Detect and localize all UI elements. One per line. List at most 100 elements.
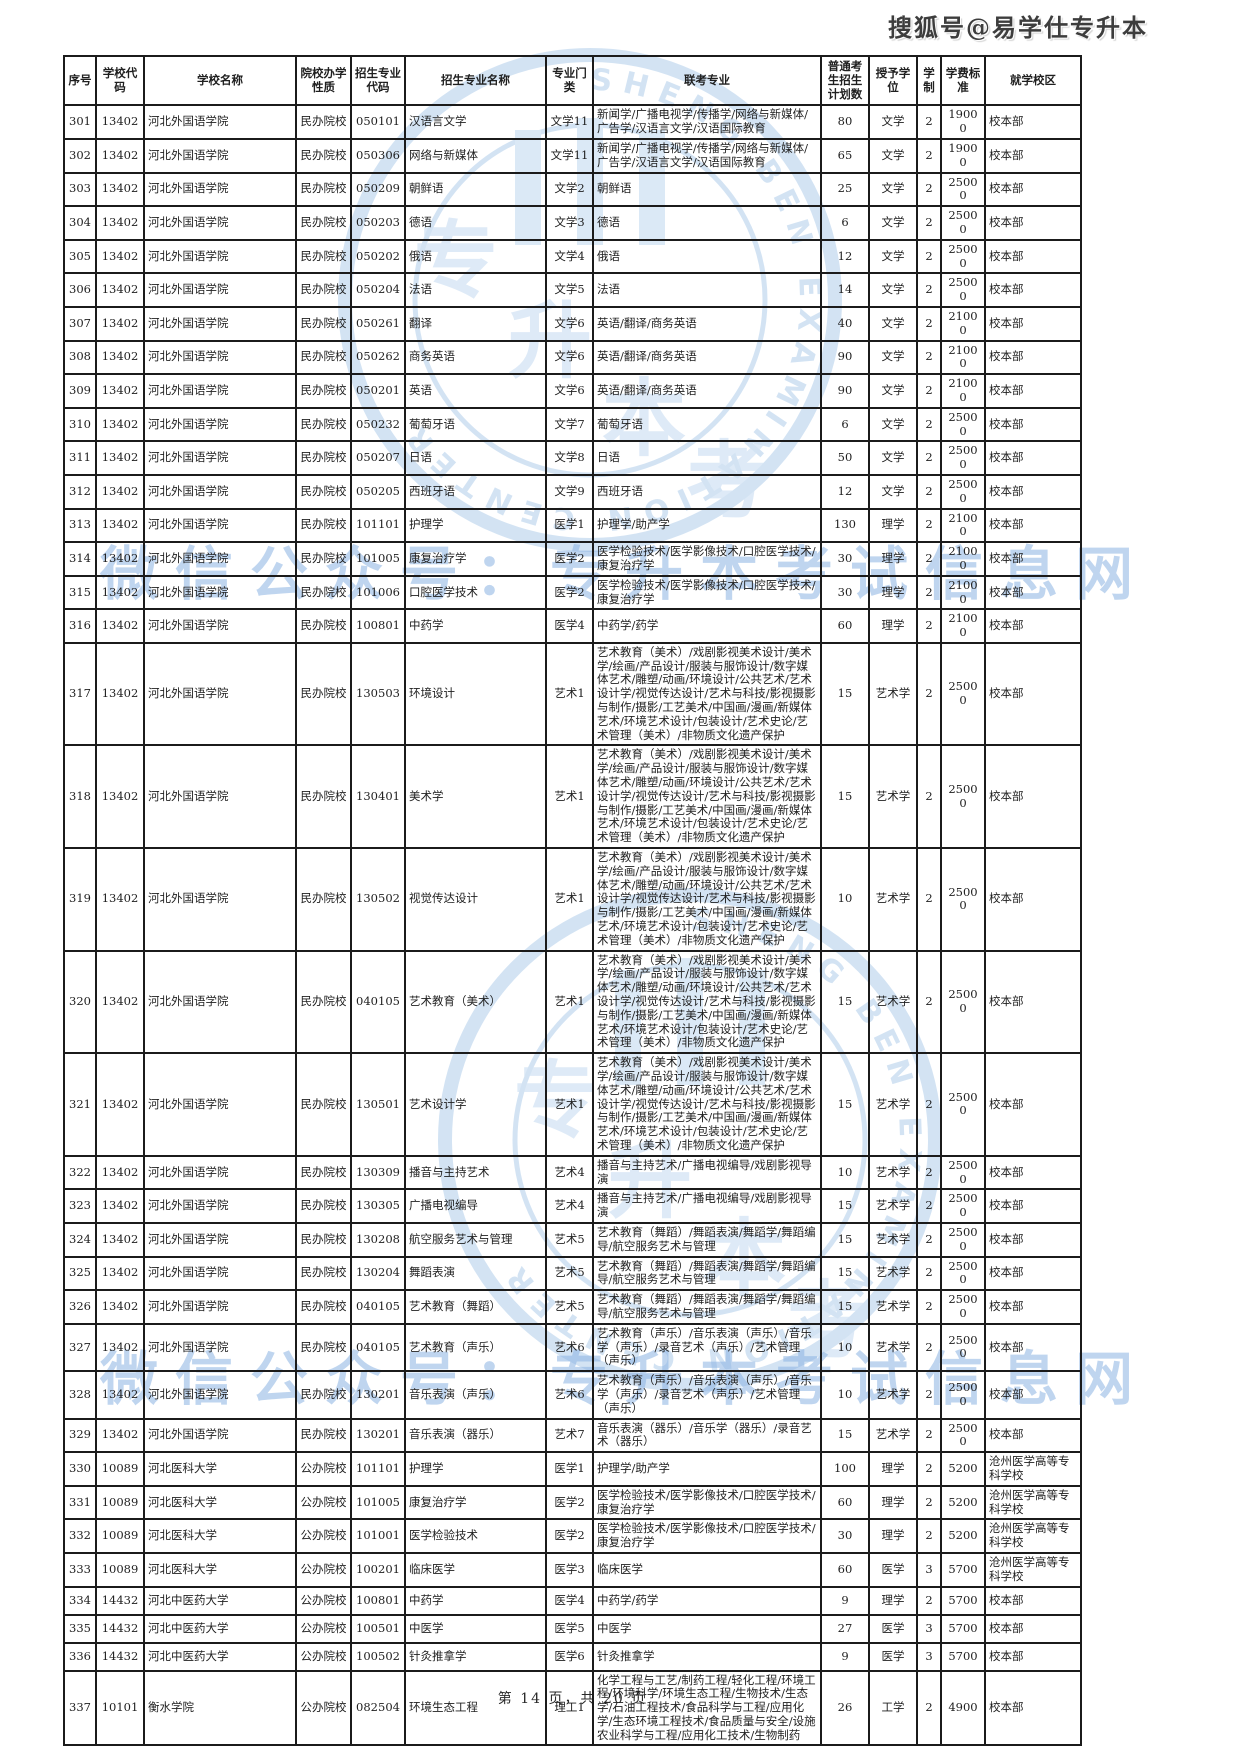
header-cell: 普通考生招生计划数 — [820, 54, 870, 107]
table-cell: 校本部 — [984, 744, 1082, 850]
table-cell: 130501 — [350, 1052, 406, 1157]
table-cell: 335 — [63, 1613, 97, 1644]
table-row: 335 14432 河北中医药大学 公办院校 100501 中医学 医学5 中医学 27 医学 3 5… — [63, 1613, 1082, 1644]
table-cell: 15 — [820, 641, 870, 747]
table-cell: 校本部 — [984, 608, 1082, 644]
table-row: 332 10089 河北医科大学 公办院校 101001 医学检验技术 医学2 医学检验技术/… — [63, 1518, 1082, 1554]
table-cell: 5700 — [940, 1551, 986, 1588]
table-cell: 汉语言文学 — [404, 104, 547, 140]
table-row: 309 13402 河北外国语学院 民办院校 050201 英语 文学6 英语/翻译/商务英语… — [63, 373, 1082, 409]
table-cell: 2 — [916, 1370, 942, 1420]
table-cell: 理学 — [868, 507, 918, 544]
table-row: 325 13402 河北外国语学院 民办院校 130204 舞蹈表演 艺术5 艺术教育（舞蹈）… — [63, 1255, 1082, 1292]
table-cell: 艺术1 — [545, 744, 594, 850]
table-cell: 329 — [63, 1417, 97, 1454]
table-cell: 河北外国语学院 — [143, 373, 297, 409]
table-cell: 艺术5 — [545, 1221, 594, 1258]
table-cell: 5700 — [940, 1641, 986, 1672]
table-cell: 13402 — [95, 1154, 145, 1191]
table-cell: 民办院校 — [295, 205, 352, 241]
header-cell: 学校代码 — [95, 54, 145, 107]
table-cell: 河北外国语学院 — [143, 744, 297, 850]
table-cell: 309 — [63, 373, 97, 409]
table-row: 303 13402 河北外国语学院 民办院校 050209 朝鲜语 文学2 朝鲜语 25 文学 2 2… — [63, 171, 1082, 208]
table-cell: 25000 — [940, 1052, 986, 1157]
table-cell: 理学 — [868, 1484, 918, 1521]
table-cell: 河北医科大学 — [143, 1551, 297, 1588]
table-cell: 2 — [916, 272, 942, 308]
table-cell: 050262 — [350, 339, 406, 376]
table-cell: 13402 — [95, 608, 145, 644]
table-cell: 330 — [63, 1451, 97, 1487]
table-cell: 康复治疗学 — [404, 1484, 547, 1521]
table-cell: 15 — [820, 744, 870, 850]
table-cell: 新闻学/广播电视学/传播学/网络与新媒体/广告学/汉语言文学/汉语国际教育 — [592, 137, 822, 174]
table-cell: 13402 — [95, 171, 145, 208]
table-cell: 13402 — [95, 641, 145, 747]
table-cell: 130503 — [350, 641, 406, 747]
table-cell: 13402 — [95, 205, 145, 241]
table-cell: 2 — [916, 847, 942, 952]
table-row: 322 13402 河北外国语学院 民办院校 130309 播音与主持艺术 艺术4 播音与主持… — [63, 1154, 1082, 1191]
table-cell: 视觉传达设计 — [404, 847, 547, 952]
table-cell: 艺术学 — [868, 847, 918, 952]
table-cell: 德语 — [404, 205, 547, 241]
table-cell: 河北外国语学院 — [143, 104, 297, 140]
table-cell: 中医学 — [592, 1613, 822, 1644]
table-cell: 河北外国语学院 — [143, 541, 297, 577]
table-cell: 13402 — [95, 339, 145, 376]
table-cell: 理工1 — [545, 1669, 594, 1747]
table-cell: 21000 — [940, 507, 986, 544]
table-cell: 民办院校 — [295, 406, 352, 443]
table-cell: 2 — [916, 1221, 942, 1258]
table-cell: 316 — [63, 608, 97, 644]
table-cell: 130305 — [350, 1188, 406, 1224]
table-cell: 民办院校 — [295, 339, 352, 376]
table-cell: 河北医科大学 — [143, 1451, 297, 1487]
table-cell: 校本部 — [984, 507, 1082, 544]
table-cell: 针灸推拿学 — [592, 1641, 822, 1672]
table-cell: 2 — [916, 238, 942, 275]
table-cell: 公办院校 — [295, 1613, 352, 1644]
header-cell: 授予学位 — [868, 54, 918, 107]
table-cell: 050203 — [350, 205, 406, 241]
table-cell: 校本部 — [984, 1154, 1082, 1191]
table-cell: 河北外国语学院 — [143, 1289, 297, 1325]
table-cell: 医学4 — [545, 608, 594, 644]
table-cell: 5700 — [940, 1613, 986, 1644]
table-row: 327 13402 河北外国语学院 民办院校 040105 艺术教育（声乐） 艺术6 艺术教育… — [63, 1322, 1082, 1373]
table-cell: 河北外国语学院 — [143, 137, 297, 174]
table-row: 326 13402 河北外国语学院 民办院校 040105 艺术教育（舞蹈） 艺术5 艺术教育… — [63, 1289, 1082, 1325]
table-cell: 2 — [916, 339, 942, 376]
table-cell: 舞蹈表演 — [404, 1255, 547, 1292]
table-cell: 公办院校 — [295, 1518, 352, 1554]
table-cell: 310 — [63, 406, 97, 443]
table-cell: 艺术1 — [545, 1052, 594, 1157]
table-cell: 4900 — [940, 1669, 986, 1747]
table-cell: 文学 — [868, 272, 918, 308]
table-cell: 沧州医学高等专科学校 — [984, 1551, 1082, 1588]
table-cell: 艺术学 — [868, 1154, 918, 1191]
table-cell: 90 — [820, 373, 870, 409]
table-cell: 翻译 — [404, 305, 547, 342]
table-cell: 25000 — [940, 205, 986, 241]
table-cell: 333 — [63, 1551, 97, 1588]
table-cell: 2 — [916, 608, 942, 644]
table-cell: 50 — [820, 440, 870, 476]
table-cell: 护理学 — [404, 1451, 547, 1487]
table-cell: 艺术设计学 — [404, 1052, 547, 1157]
table-cell: 河北外国语学院 — [143, 1221, 297, 1258]
table-cell: 艺术学 — [868, 1221, 918, 1258]
table-cell: 25000 — [940, 1322, 986, 1373]
table-cell: 21000 — [940, 339, 986, 376]
header-cell: 招生专业代码 — [350, 54, 406, 107]
table-cell: 2 — [916, 1154, 942, 1191]
table-cell: 艺术5 — [545, 1289, 594, 1325]
table-cell: 河北中医药大学 — [143, 1641, 297, 1672]
table-cell: 3 — [916, 1641, 942, 1672]
table-cell: 医学2 — [545, 1518, 594, 1554]
table-cell: 民办院校 — [295, 1052, 352, 1157]
table-cell: 13402 — [95, 574, 145, 611]
table-cell: 航空服务艺术与管理 — [404, 1221, 547, 1258]
table-cell: 民办院校 — [295, 641, 352, 747]
